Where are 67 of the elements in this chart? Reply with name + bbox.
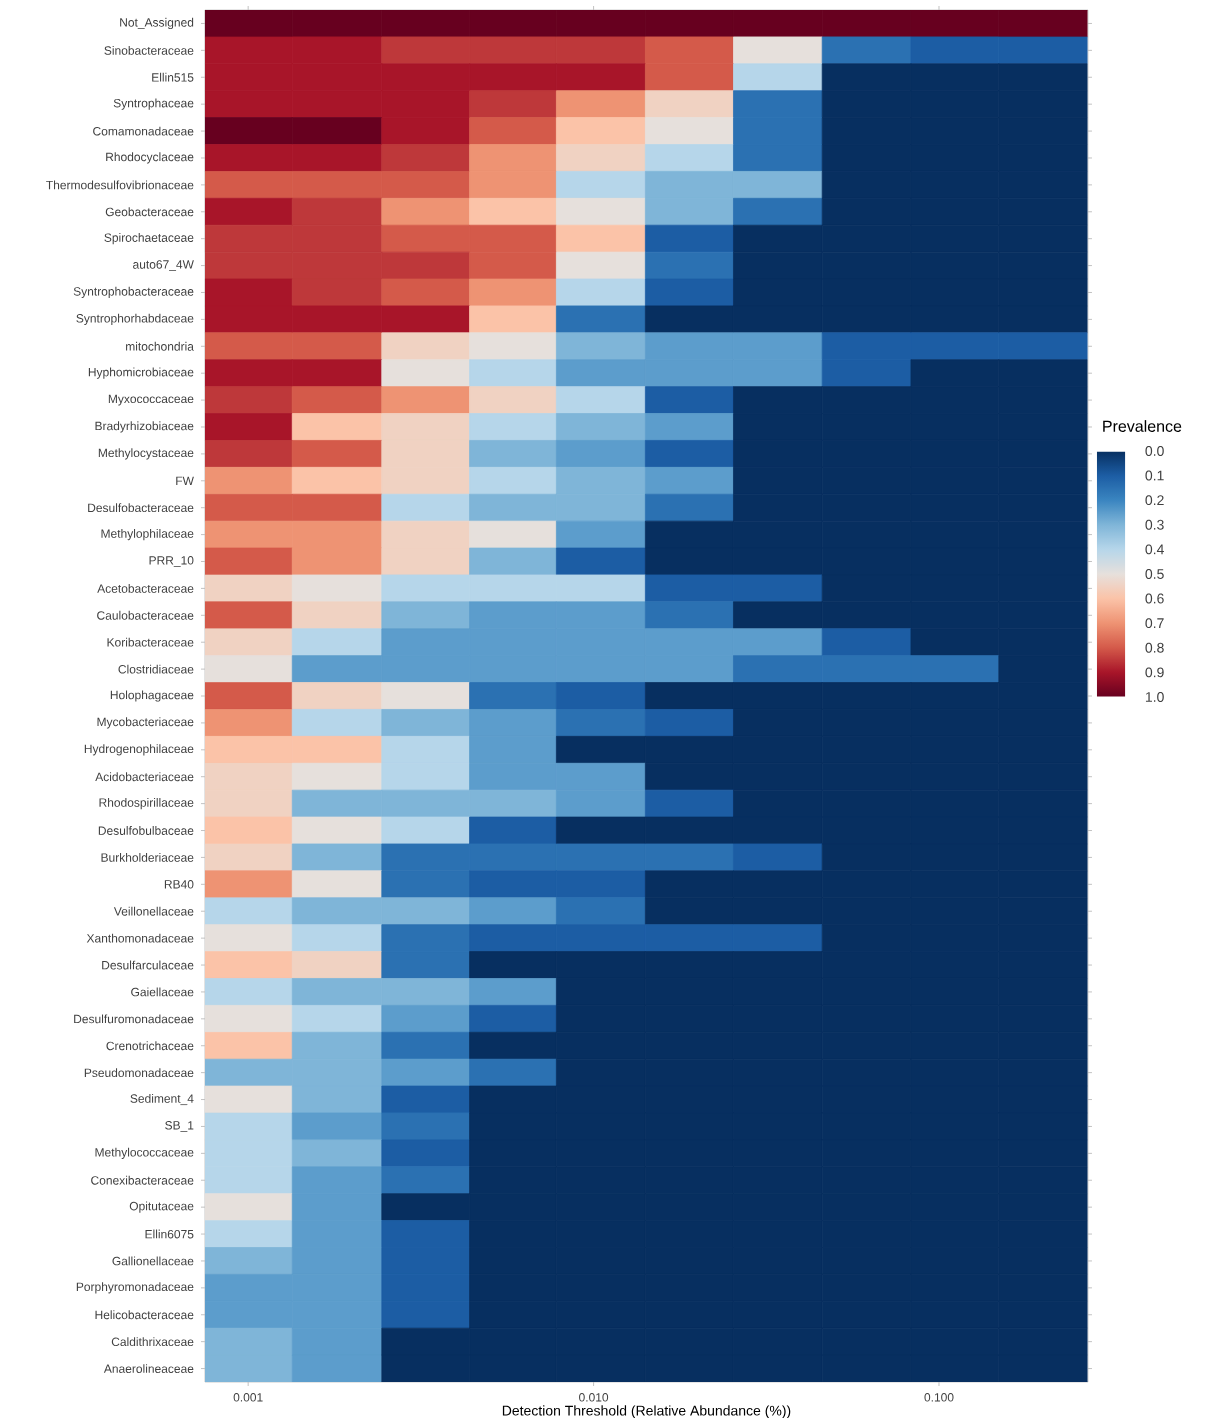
y-tick-label: Gallionellaceae bbox=[112, 1256, 194, 1266]
x-axis-title: Detection Threshold (Relative Abundance (%)) bbox=[502, 1405, 791, 1418]
y-tick-label: Desulfobacteraceae bbox=[88, 503, 194, 513]
y-tick-label: Not_Assigned bbox=[120, 17, 194, 30]
y-tick-label: Porphyromonadaceae bbox=[76, 1282, 194, 1294]
y-tick-label: Sinobacteraceae bbox=[104, 45, 194, 55]
color-bar-title: Prevalence bbox=[1103, 420, 1182, 432]
y-tick-label: Burkholderiaceae bbox=[101, 852, 194, 862]
y-tick-label: Koribacteraceae bbox=[107, 637, 194, 647]
y-tick-label: Methylocystaceae bbox=[98, 448, 194, 460]
y-tick-label: Anaerolineaceae bbox=[103, 1364, 194, 1373]
y-tick-label: Acidobacteriaceae bbox=[95, 772, 194, 782]
y-tick-label: Ellin515 bbox=[152, 72, 194, 82]
y-tick-label: Myxococcaceae bbox=[108, 394, 194, 406]
y-tick-label: Ellin6075 bbox=[145, 1229, 194, 1239]
y-tick-label: Comamonadaceae bbox=[93, 126, 194, 136]
y-tick-label: Syntrophaceae bbox=[113, 98, 194, 110]
y-tick-label: Xanthomonadaceae bbox=[86, 933, 194, 943]
y-tick-label: PRR_10 bbox=[149, 556, 194, 567]
color-bar-label: 0.0 bbox=[1145, 446, 1164, 456]
y-tick-label: Clostridiaceae bbox=[118, 664, 194, 674]
y-tick-label: Methylophilaceae bbox=[101, 528, 194, 541]
y-tick-label: Desulfuromonadaceae bbox=[74, 1014, 194, 1024]
y-tick-label: Syntrophorhabdaceae bbox=[76, 313, 194, 325]
y-tick-label: Veillonellaceae bbox=[113, 906, 194, 916]
y-tick-label: Thermodesulfovibrionaceae bbox=[46, 180, 194, 190]
y-tick-label: Hyphomicrobiaceae bbox=[88, 367, 194, 379]
y-tick-label: Desulfobulbaceae bbox=[98, 826, 194, 835]
color-bar-label: 0.1 bbox=[1145, 470, 1164, 481]
y-tick-label: Syntrophobacteraceae bbox=[73, 286, 194, 299]
color-bar-label: 0.4 bbox=[1145, 544, 1164, 555]
color-bar-label: 0.8 bbox=[1145, 642, 1164, 653]
color-bar-label: 0.7 bbox=[1145, 618, 1164, 629]
y-tick-label: Holophagaceae bbox=[110, 690, 194, 702]
color-bar-label: 0.9 bbox=[1145, 667, 1164, 678]
y-tick-label: Sediment_4 bbox=[130, 1093, 194, 1106]
y-tick-label: Rhodocyclaceae bbox=[106, 152, 194, 164]
color-bar-label: 0.5 bbox=[1145, 569, 1164, 579]
y-tick-label: Bradyrhizobiaceae bbox=[95, 421, 194, 433]
y-tick-label: Pseudomonadaceae bbox=[84, 1068, 194, 1078]
y-tick-label: Crenotrichaceae bbox=[106, 1041, 194, 1051]
y-tick-label: Desulfarculaceae bbox=[102, 960, 194, 970]
x-tick-label: 0.010 bbox=[579, 1393, 609, 1402]
y-tick-label: mitochondria bbox=[126, 341, 194, 351]
color-bar-label: 0.3 bbox=[1145, 519, 1164, 530]
x-tick-label: 0.001 bbox=[233, 1393, 263, 1402]
color-bar-label: 0.2 bbox=[1145, 495, 1164, 506]
y-tick-label: Gaiellaceae bbox=[131, 987, 194, 997]
y-tick-label: Methylococcaceae bbox=[95, 1147, 194, 1159]
color-bar-label: 1.0 bbox=[1145, 692, 1164, 702]
y-tick-label: SB_1 bbox=[165, 1121, 194, 1132]
y-tick-label: Hydrogenophilaceae bbox=[84, 744, 194, 756]
y-tick-label: Caulobacteraceae bbox=[97, 610, 194, 620]
y-tick-label: Caldithrixaceae bbox=[111, 1337, 194, 1347]
color-bar-label: 0.6 bbox=[1145, 593, 1164, 604]
y-tick-label: Mycobacteriaceae bbox=[97, 717, 194, 729]
y-tick-label: Opitutaceae bbox=[129, 1201, 194, 1213]
y-tick-label: Helicobacteraceae bbox=[95, 1310, 194, 1320]
y-tick-label: Spirochaetaceae bbox=[104, 233, 194, 245]
y-tick-label: RB40 bbox=[164, 880, 194, 889]
x-tick-label: 0.100 bbox=[924, 1393, 954, 1402]
y-tick-label: FW bbox=[176, 476, 194, 485]
y-tick-label: Rhodospirillaceae bbox=[99, 798, 194, 810]
y-tick-label: auto67_4W bbox=[133, 260, 194, 271]
y-tick-label: Geobacteraceae bbox=[105, 207, 194, 217]
y-tick-label: Acetobacteraceae bbox=[97, 583, 194, 593]
y-tick-label: Conexibacteraceae bbox=[91, 1175, 194, 1185]
